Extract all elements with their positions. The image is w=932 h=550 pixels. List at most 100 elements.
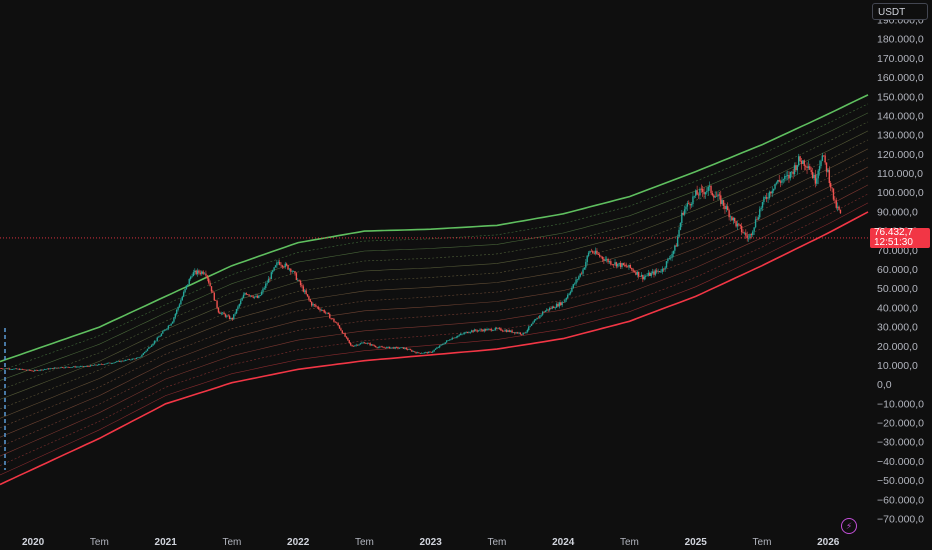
candle-body [672,250,675,254]
candle-body [418,352,420,354]
candle-body [400,347,402,349]
candle-body [749,234,751,238]
candle-body [497,328,499,329]
time-tick-label: 2026 [817,537,840,548]
candle-body [681,212,683,223]
candle-body [768,191,771,198]
candle-body [123,360,125,362]
candle-body [521,334,523,335]
price-tick-label: 170.000,0 [877,53,924,65]
candle-body [98,364,100,366]
candle-body [537,317,540,319]
candle-body [96,365,99,366]
candle-body [57,367,60,369]
candle-body [603,258,605,261]
candle-body [753,227,755,232]
candle-body [145,350,147,352]
time-axis[interactable]: 2020 Tem 2021 Tem 2022 Tem 2023 Tem 2024 Tem 2025 T… [22,537,840,548]
candle-body [142,353,145,356]
candle-body [226,315,228,317]
candle-body [683,209,686,215]
candle-body [394,347,396,349]
bar-countdown: 12:51:30 [874,237,913,248]
candle-body [544,310,547,313]
lightning-bolt-icon[interactable]: ⚡ [841,518,857,534]
candle-body [266,282,268,284]
currency-button[interactable]: USDT [872,3,928,20]
candle-body [131,358,133,360]
candle-body [93,364,96,366]
candle-body [433,349,435,352]
candle-body [573,283,576,285]
candle-body [327,312,330,315]
candle-body [692,196,694,204]
candle-body [152,343,154,346]
candle-body [189,276,192,280]
candle-body [558,302,561,307]
candle-body [640,274,643,277]
candle-body [41,369,43,371]
candle-body [32,371,35,372]
candle-body [246,294,249,296]
candle-body [483,329,485,332]
price-tick-label: 130.000,0 [877,130,924,142]
candle-body [562,302,565,303]
price-tick-label: 100.000,0 [877,187,924,199]
candle-body [828,169,831,184]
candle-body [436,347,438,349]
candle-body [380,346,382,348]
candle-body [823,155,825,157]
last-price-tag: 76.432,7 12:51:30 [870,228,930,248]
candle-body [707,186,709,191]
candle-body [806,166,808,168]
candle-body [721,200,723,204]
candle-body [171,321,174,324]
candle-body [230,317,232,320]
candle-body [427,351,430,354]
candle-body [703,192,705,195]
candle-body [480,329,483,331]
candle-body [678,229,680,237]
candle-body [731,216,733,221]
candle-body [779,181,782,183]
candle-body [752,231,754,236]
candle-body [368,343,370,344]
candle-body [722,200,725,206]
time-tick-label: 2020 [22,537,45,548]
candle-body [280,264,282,266]
candle-body [406,349,409,350]
candle-body [596,250,598,254]
candle-body [66,366,68,368]
candle-body [153,341,156,344]
candle-body [348,340,350,343]
candle-body [71,366,74,368]
candle-body [141,355,143,357]
candle-body [297,279,299,281]
candle-body [587,252,590,256]
candle-body [508,330,510,332]
candle-body [14,368,17,370]
candle-body [310,301,313,306]
candle-body [443,343,445,345]
candle-body [20,368,22,370]
candle-body [839,209,842,214]
candle-body [532,322,534,324]
candle-body [292,271,295,272]
candle-body [329,314,331,319]
candle-body [809,166,811,170]
candle-body [777,180,779,183]
candle-body [724,205,726,210]
candle-body [592,251,594,253]
candle-body [361,342,363,344]
candle-body [84,366,86,368]
candle-body [320,310,323,311]
candle-body [106,363,108,364]
candle-body [256,295,259,298]
candle-body [522,332,524,335]
candle-body [832,188,835,200]
candle-body [701,189,704,193]
candle-body [654,270,657,275]
candle-body [789,171,792,179]
candle-body [281,265,284,267]
